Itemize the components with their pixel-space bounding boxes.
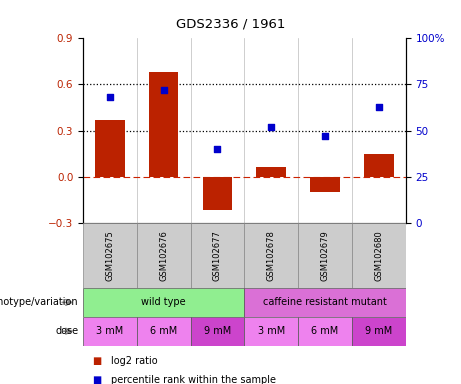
Bar (149, 72, 178, 177)
Text: GDS2336 / 1961: GDS2336 / 1961 (176, 17, 285, 30)
Text: GSM102679: GSM102679 (320, 230, 330, 281)
Bar (352, 317, 406, 346)
Text: GSM102675: GSM102675 (106, 230, 114, 281)
Point (106, 94, 113, 101)
Bar (352, 223, 406, 288)
Point (321, 133, 329, 139)
Bar (83, 317, 137, 346)
Text: genotype/variation: genotype/variation (0, 297, 78, 308)
Bar (310, 177, 340, 192)
Text: ■: ■ (92, 375, 101, 384)
Text: wild type: wild type (142, 297, 186, 308)
Bar (244, 288, 406, 317)
Point (267, 124, 275, 130)
Bar (298, 317, 352, 346)
Bar (244, 223, 298, 288)
Bar (83, 223, 137, 288)
Point (160, 87, 167, 93)
Text: 9 mM: 9 mM (365, 326, 392, 336)
Text: 3 mM: 3 mM (258, 326, 285, 336)
Bar (137, 317, 190, 346)
Text: caffeine resistant mutant: caffeine resistant mutant (263, 297, 387, 308)
Bar (256, 167, 286, 177)
Point (375, 104, 383, 110)
Bar (137, 223, 190, 288)
Text: 6 mM: 6 mM (311, 326, 339, 336)
Text: GSM102678: GSM102678 (267, 230, 276, 281)
Text: percentile rank within the sample: percentile rank within the sample (111, 375, 276, 384)
Bar (190, 317, 244, 346)
Bar (190, 223, 244, 288)
Text: log2 ratio: log2 ratio (111, 356, 157, 366)
Text: 3 mM: 3 mM (96, 326, 124, 336)
Text: GSM102676: GSM102676 (159, 230, 168, 281)
Bar (203, 177, 232, 210)
Bar (83, 288, 244, 317)
Text: ■: ■ (92, 356, 101, 366)
Bar (298, 223, 352, 288)
Text: GSM102677: GSM102677 (213, 230, 222, 281)
Bar (244, 317, 298, 346)
Text: 9 mM: 9 mM (204, 326, 231, 336)
Text: dose: dose (55, 326, 78, 336)
Text: GSM102680: GSM102680 (374, 230, 383, 281)
Text: 6 mM: 6 mM (150, 326, 177, 336)
Bar (364, 154, 394, 177)
Point (214, 146, 221, 152)
Bar (95, 120, 124, 177)
